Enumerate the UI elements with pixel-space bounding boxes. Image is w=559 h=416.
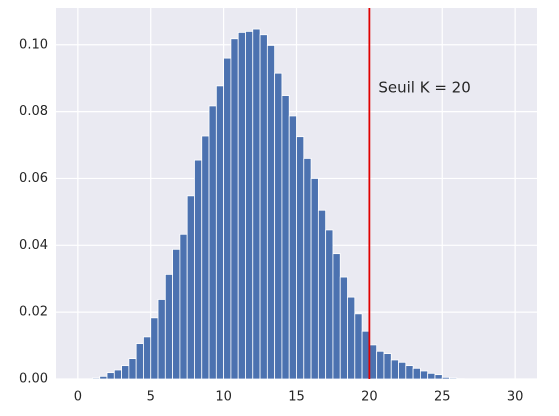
bar [113,369,122,380]
bar [157,299,166,380]
bar [419,370,429,380]
y-tick-label: 0.10 [19,37,48,52]
y-tick-label: 0.06 [19,171,48,186]
bar [288,115,297,380]
bar [223,57,232,380]
bar [252,28,261,380]
bar [179,233,188,380]
x-tick-label: 30 [507,390,524,405]
bar [266,45,276,380]
x-tick-label: 20 [361,390,378,405]
bar [259,34,268,380]
bar [208,105,217,380]
bar [186,195,195,380]
bar [245,30,254,380]
x-tick-label: 25 [434,390,451,405]
bar [339,276,348,380]
bar [412,367,421,380]
bar [398,361,407,380]
x-tick-label: 10 [215,390,232,405]
bar [201,135,210,380]
y-tick-label: 0.00 [19,372,48,387]
bar [135,343,144,380]
bar [449,377,458,380]
bar [194,159,203,380]
bar [361,330,370,380]
bar [303,158,312,380]
bar [106,372,115,380]
bar [237,31,246,380]
annotation: Seuil K = 20 [378,79,470,97]
bar [434,374,443,380]
bar [143,336,152,380]
x-tick-label: 0 [74,390,82,405]
bar [92,377,101,380]
x-tick-label: 5 [147,390,155,405]
bar [354,313,363,380]
bar [390,359,399,380]
bar [164,273,174,380]
bar [310,178,319,380]
bar [215,85,225,380]
bar [368,344,378,380]
bar [274,72,283,380]
bar [281,95,290,380]
bar [427,372,436,380]
bar [383,353,392,380]
bar [230,38,239,380]
bar [332,253,341,380]
y-tick-label: 0.02 [19,305,48,320]
bar [317,209,327,380]
bar [325,229,334,380]
bar [441,376,450,380]
bar [376,350,385,380]
x-tick-label: 15 [288,390,305,405]
y-tick-label: 0.08 [19,104,48,119]
bar [99,375,108,380]
bar [347,296,356,380]
bar [121,365,130,380]
bar [150,317,159,380]
bar [172,248,181,380]
y-tick-label: 0.04 [19,238,48,253]
bar [296,136,305,380]
bar [405,365,414,380]
bar [128,358,137,380]
